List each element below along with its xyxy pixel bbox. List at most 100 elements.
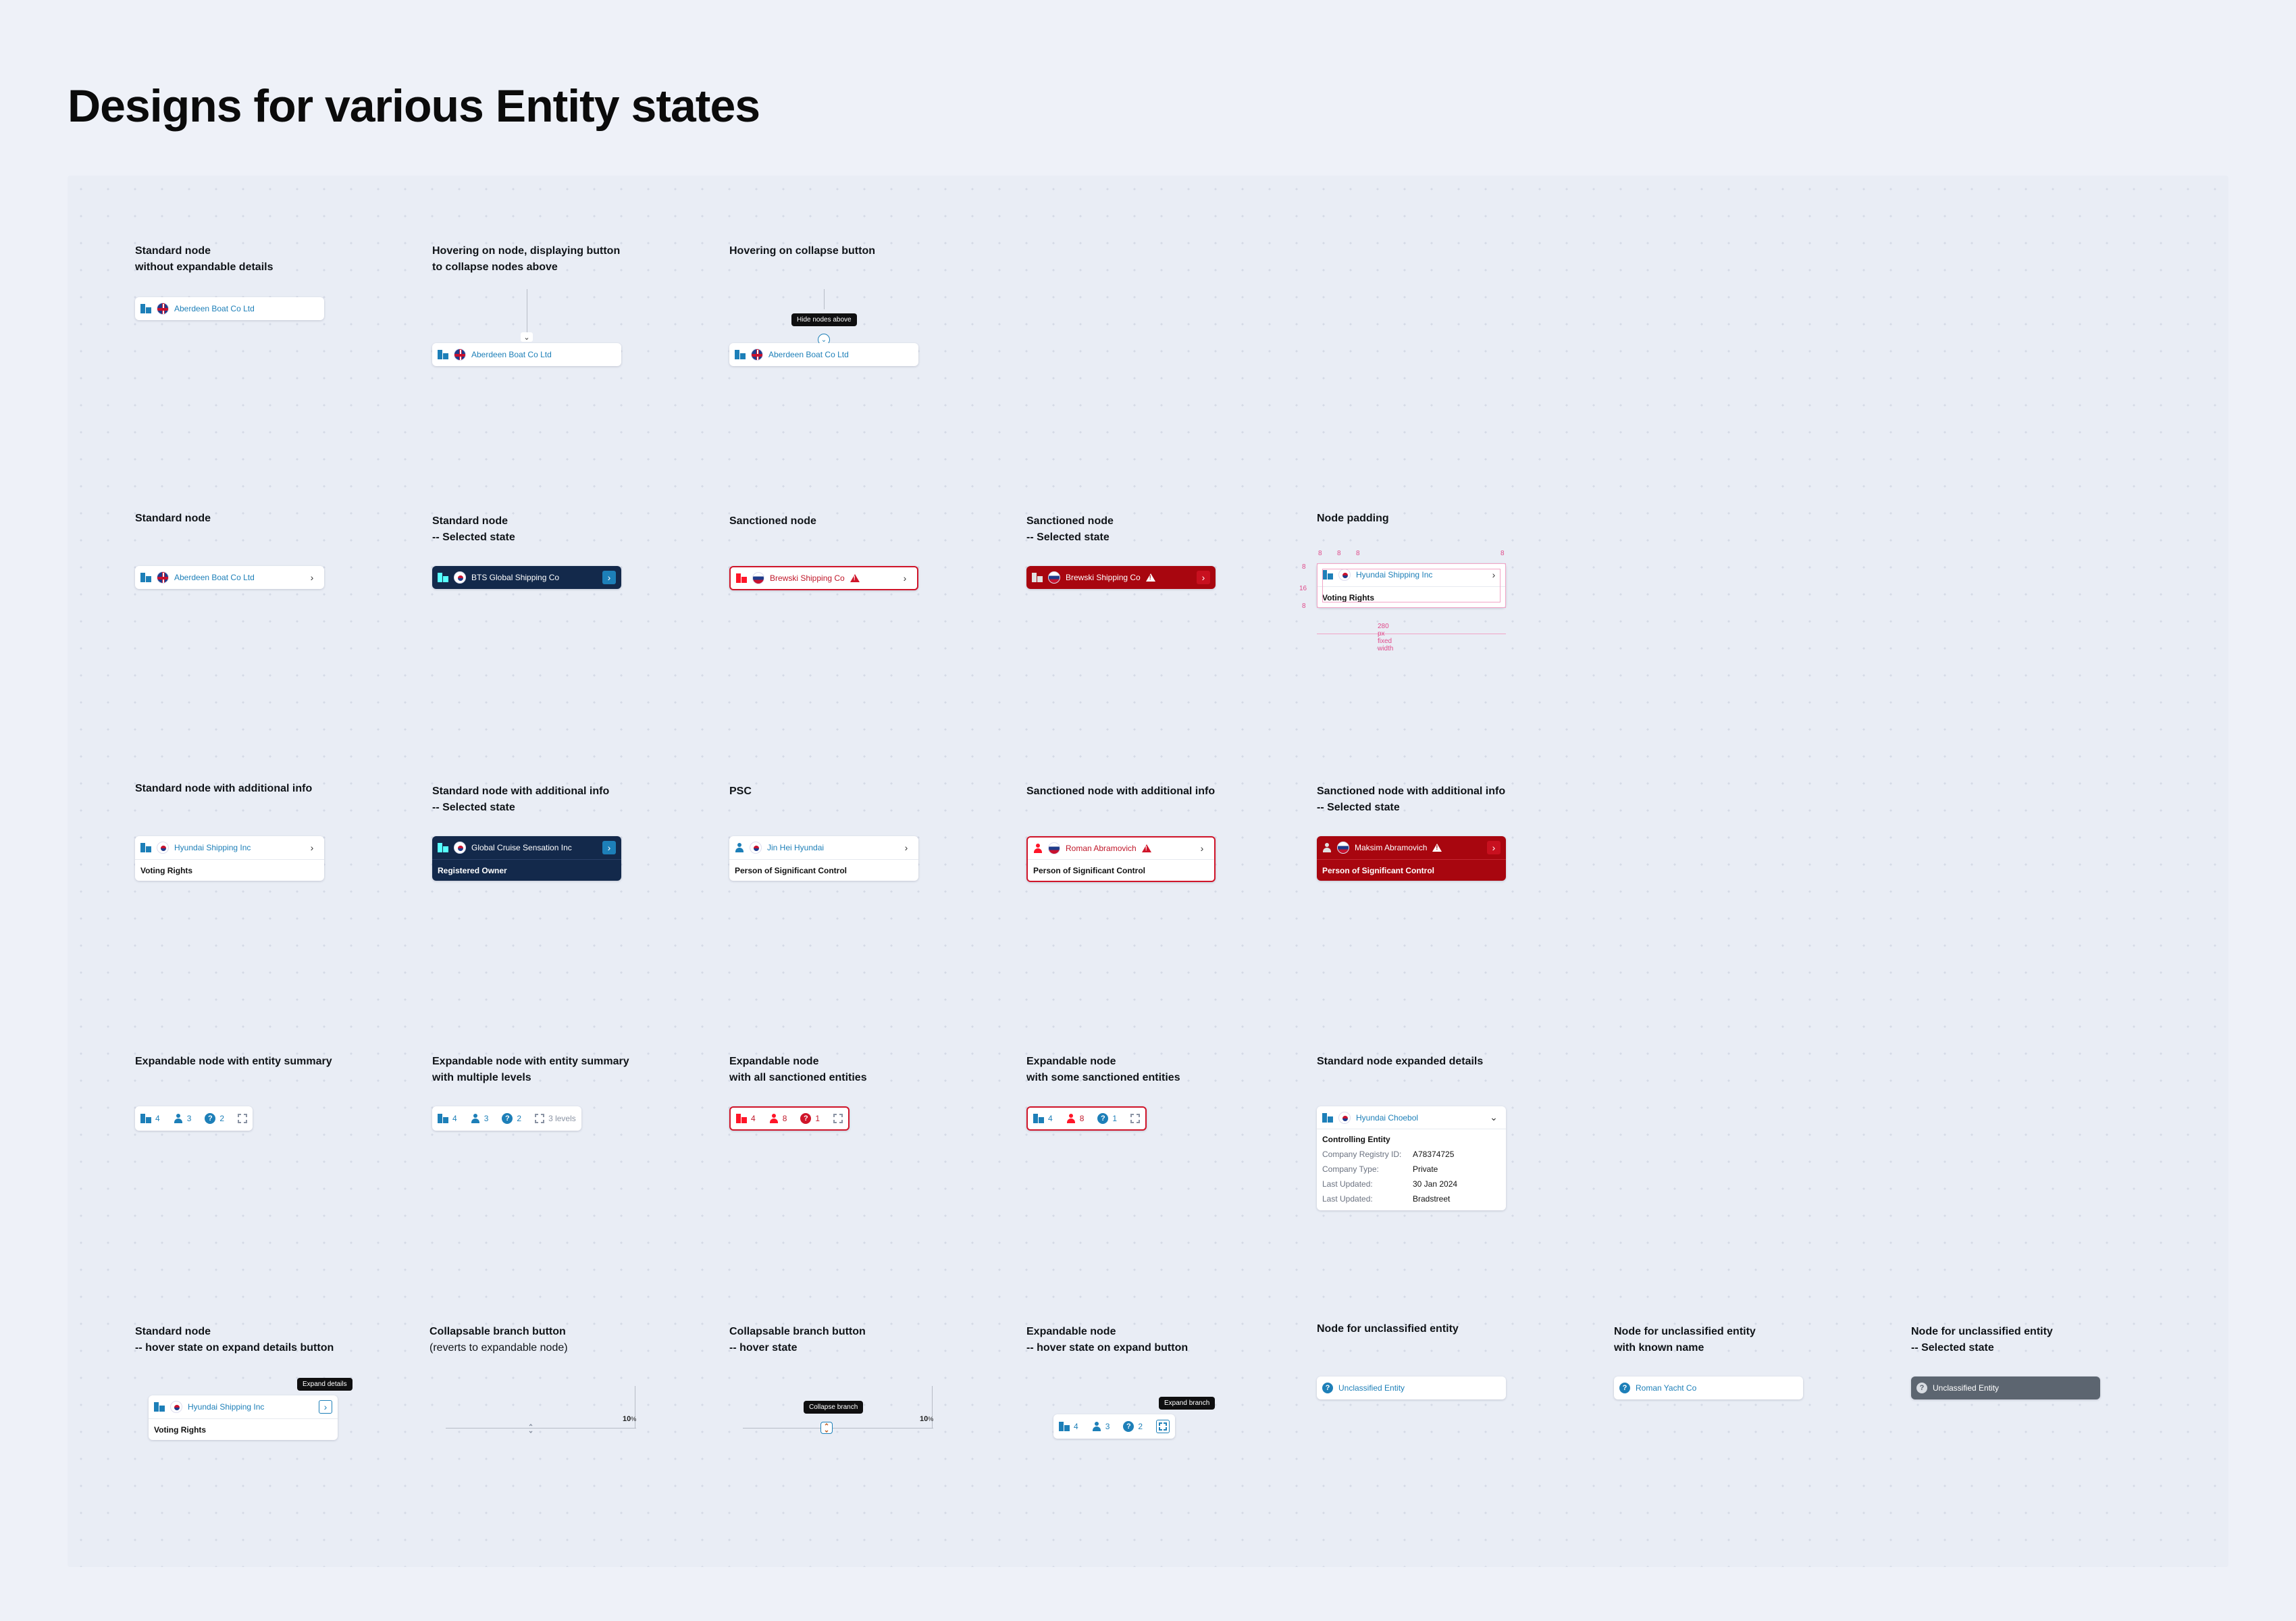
entity-node[interactable]: Aberdeen Boat Co Ltd <box>729 343 918 366</box>
company-icon <box>140 304 151 313</box>
chevron-right-icon[interactable]: › <box>903 573 907 584</box>
chevron-right-icon[interactable]: › <box>904 842 908 853</box>
padding-label: 8 <box>1501 550 1505 557</box>
expand-icon[interactable] <box>535 1114 545 1123</box>
design-canvas: Standard node without expandable details … <box>68 176 2228 1567</box>
kr-flag-icon <box>454 571 466 584</box>
company-icon <box>438 573 448 582</box>
company-icon <box>438 1114 448 1123</box>
width-note: 280 px fixed width <box>1378 623 1394 652</box>
entity-summary-node-sanctioned[interactable]: 4 8 ? 1 <box>729 1106 850 1131</box>
entity-node[interactable]: Aberdeen Boat Co Ltd <box>135 297 324 320</box>
chevron-right-icon[interactable]: › <box>602 571 616 584</box>
expand-icon[interactable] <box>1130 1114 1141 1123</box>
chevron-right-icon[interactable]: › <box>310 572 314 583</box>
expand-details-button[interactable]: › <box>319 1400 332 1414</box>
cell-label: Hovering on node, displaying button to co… <box>432 245 621 273</box>
cell-label: Expandable node -- hover state on expand … <box>1026 1326 1189 1354</box>
relationship-label: Voting Rights <box>1317 586 1506 608</box>
entity-name: Jin Hei Hyundai <box>767 843 825 852</box>
padding-guide <box>1322 569 1501 602</box>
expand-branch-button[interactable] <box>1156 1420 1170 1433</box>
entity-node-sanctioned-selected[interactable]: Brewski Shipping Co › <box>1026 566 1216 589</box>
entity-summary-node[interactable]: 4 3 ? 2 3 levels <box>432 1106 581 1131</box>
relationship-label: Voting Rights <box>135 859 324 881</box>
expand-icon[interactable] <box>833 1114 843 1123</box>
padding-label: 16 <box>1299 585 1307 592</box>
entity-name: Roman Abramovich <box>1066 844 1137 853</box>
cell-label: Node for unclassified entity <box>1317 1323 1459 1335</box>
entity-name: Unclassified Entity <box>1338 1383 1405 1393</box>
expand-icon[interactable] <box>238 1114 248 1123</box>
company-icon <box>1322 1112 1333 1123</box>
entity-summary-node[interactable]: 4 3 ? 2 <box>1053 1414 1176 1439</box>
person-icon <box>1322 843 1332 852</box>
levels-count: 3 levels <box>548 1114 576 1123</box>
cell-label: Expandable node with entity summary with … <box>432 1056 629 1083</box>
cell-label: Collapsable branch button -- hover state <box>729 1326 866 1354</box>
person-count: 3 <box>186 1114 192 1123</box>
uk-flag-icon <box>751 349 763 361</box>
cell-label: Node for unclassified entity with known n… <box>1614 1326 1756 1354</box>
entity-node-sanctioned[interactable]: Roman Abramovich › Person of Significant … <box>1026 836 1216 882</box>
entity-node-selected[interactable]: Global Cruise Sensation Inc › Registered … <box>432 836 621 881</box>
cell-label: Sanctioned node with additional info -- S… <box>1317 786 1506 813</box>
unknown-entity-icon: ? <box>800 1113 812 1124</box>
connector-line <box>932 1386 933 1428</box>
padding-label: 8 <box>1337 550 1341 557</box>
entity-node-unclassified[interactable]: ? Unclassified Entity <box>1317 1376 1506 1399</box>
chevron-right-icon[interactable]: › <box>1197 571 1210 584</box>
collapse-branch-button[interactable] <box>525 1422 537 1435</box>
chevron-right-icon[interactable]: › <box>1487 841 1501 854</box>
cell-label: Sanctioned node with additional info <box>1026 786 1216 797</box>
entity-details-card[interactable]: Hyundai Choebol ⌄ Controlling Entity Comp… <box>1317 1106 1506 1210</box>
cell-label: Standard node -- Selected state <box>432 515 515 543</box>
unknown-entity-icon: ? <box>1916 1383 1927 1393</box>
entity-node-unclassified-selected[interactable]: ? Unclassified Entity <box>1911 1376 2100 1399</box>
kr-flag-icon <box>1338 1111 1351 1124</box>
chevron-down-icon[interactable]: ⌄ <box>1490 1112 1498 1123</box>
entity-node-person[interactable]: Jin Hei Hyundai › Person of Significant C… <box>729 836 918 881</box>
person-count: 8 <box>1079 1114 1085 1123</box>
connector-line <box>446 1428 636 1429</box>
collapse-above-button[interactable]: ⌄ <box>521 332 533 342</box>
entity-node-sanctioned-selected[interactable]: Maksim Abramovich › Person of Significant… <box>1317 836 1506 881</box>
entity-node[interactable]: Aberdeen Boat Co Ltd <box>432 343 621 366</box>
collapse-branch-button[interactable] <box>820 1422 833 1434</box>
entity-name: Aberdeen Boat Co Ltd <box>174 304 255 313</box>
entity-node[interactable]: Hyundai Shipping Inc › Voting Rights <box>149 1395 338 1440</box>
entity-summary-node[interactable]: 4 3 ? 2 <box>135 1106 253 1131</box>
cell-label: Expandable node with some sanctioned enti… <box>1026 1056 1180 1083</box>
person-icon <box>769 1114 779 1123</box>
cell-label: PSC <box>729 786 752 797</box>
ru-flag-icon <box>1048 842 1060 854</box>
chevron-right-icon[interactable]: › <box>602 841 616 854</box>
entity-name: Maksim Abramovich <box>1355 843 1428 852</box>
chevron-right-icon[interactable]: › <box>1492 569 1496 580</box>
cell-label: Sanctioned node -- Selected state <box>1026 515 1114 543</box>
company-icon <box>438 843 448 852</box>
padding-label: 8 <box>1302 602 1306 610</box>
entity-node[interactable]: Hyundai Shipping Inc › Voting Rights <box>1317 563 1506 608</box>
entity-node-sanctioned[interactable]: Brewski Shipping Co › <box>729 566 918 590</box>
entity-node[interactable]: Hyundai Shipping Inc › Voting Rights <box>135 836 324 881</box>
company-icon <box>438 350 448 359</box>
ownership-percent: 10% <box>920 1415 934 1423</box>
chevron-right-icon[interactable]: › <box>1200 843 1204 854</box>
cell-label: Standard node with additional info <box>135 783 313 794</box>
entity-name: Brewski Shipping Co <box>1066 573 1141 582</box>
person-icon <box>1066 1114 1076 1123</box>
cell-label: Standard node -- hover state on expand de… <box>135 1326 334 1354</box>
entity-node-selected[interactable]: BTS Global Shipping Co › <box>432 566 621 589</box>
tooltip: Hide nodes above <box>791 313 857 326</box>
company-icon <box>1033 1114 1044 1123</box>
entity-node[interactable]: Aberdeen Boat Co Ltd › <box>135 566 324 589</box>
chevron-right-icon[interactable]: › <box>310 842 314 853</box>
entity-summary-node-sanctioned[interactable]: 4 8 ? 1 <box>1026 1106 1147 1131</box>
entity-node-unclassified[interactable]: ? Roman Yacht Co <box>1614 1376 1803 1399</box>
tooltip: Collapse branch <box>804 1401 864 1414</box>
cell-label: Collapsable branch button (reverts to exp… <box>429 1326 568 1354</box>
uk-flag-icon <box>157 571 169 584</box>
company-count: 4 <box>452 1114 457 1123</box>
kr-flag-icon <box>750 842 762 854</box>
